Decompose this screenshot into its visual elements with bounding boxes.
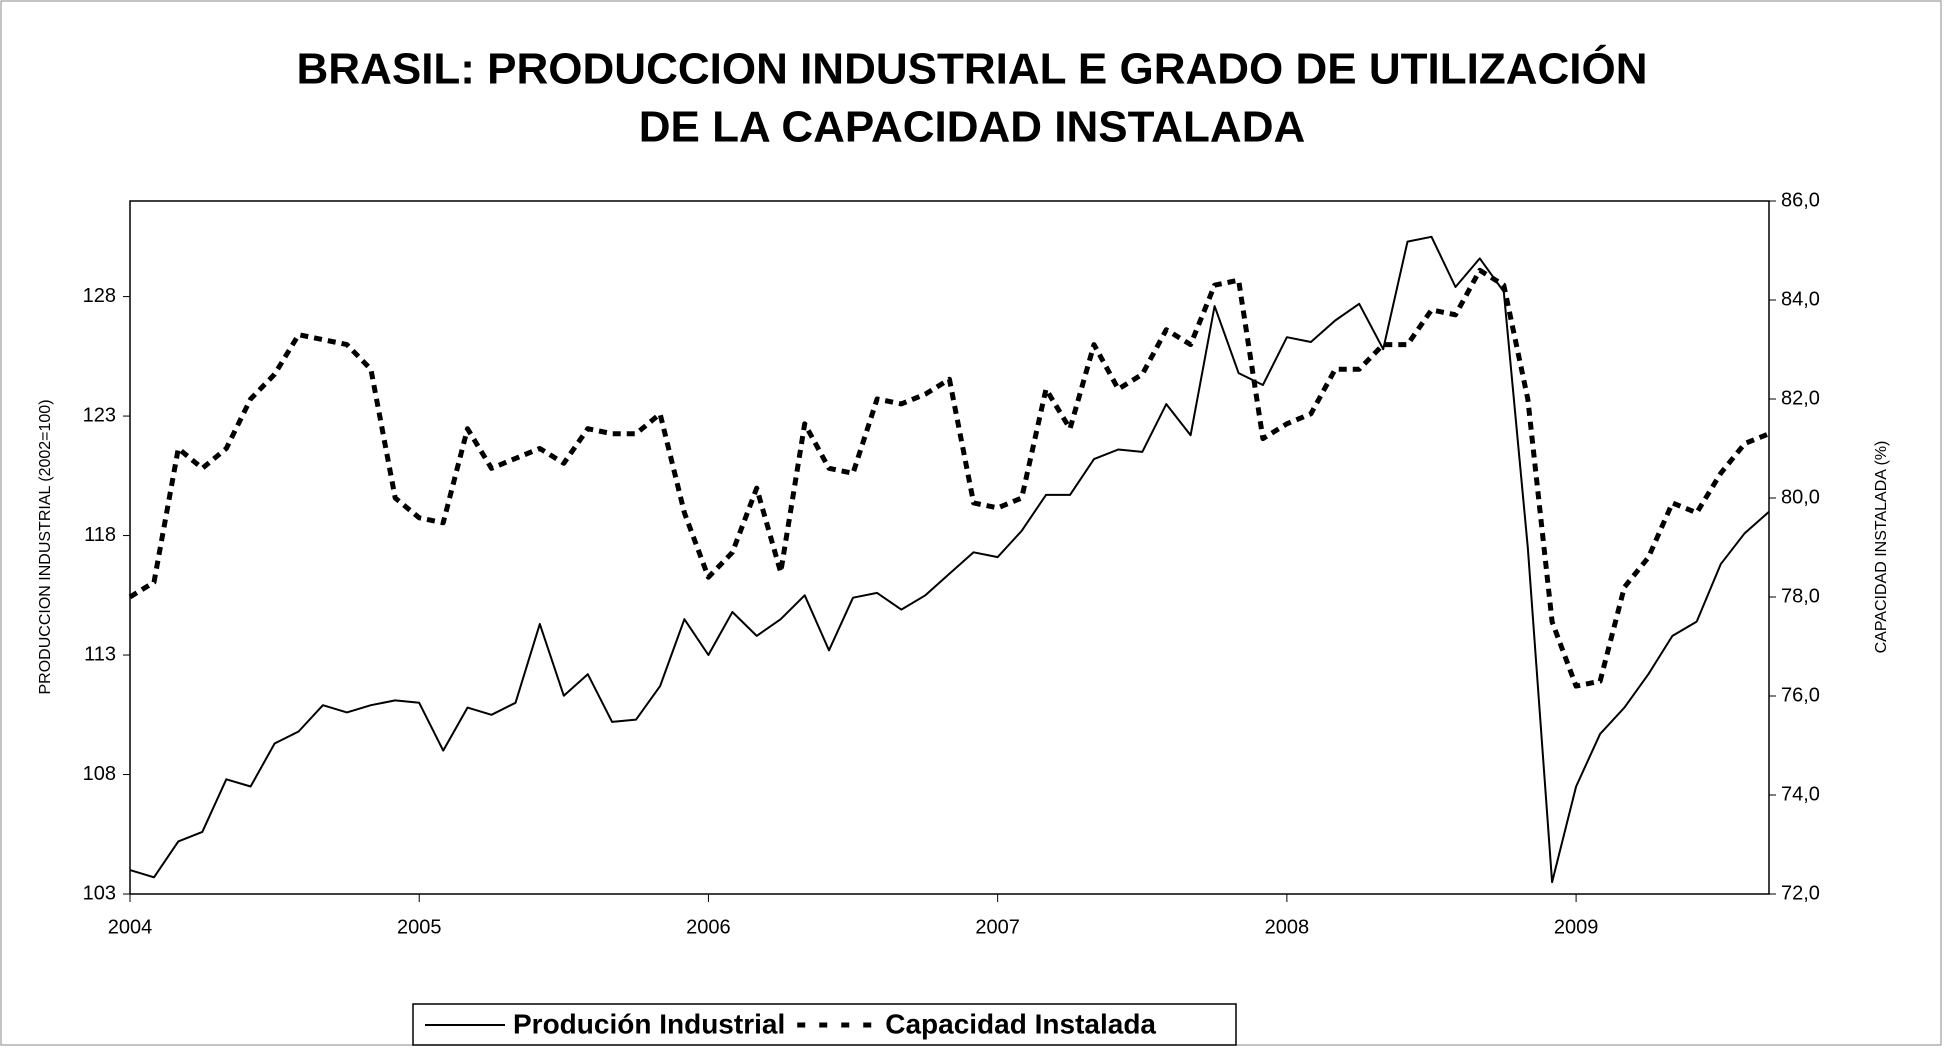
- x-tick-label: 2006: [686, 916, 731, 938]
- y2-tick-label: 80,0: [1781, 486, 1820, 508]
- y2-axis-label: CAPACIDAD INSTALADA (%): [1873, 441, 1890, 654]
- y2-tick-label: 84,0: [1781, 288, 1820, 310]
- series-line: [129, 235, 1770, 884]
- y2-tick-label: 74,0: [1781, 783, 1820, 805]
- y-tick-label: 128: [83, 285, 116, 307]
- y2-tick-label: 78,0: [1781, 585, 1820, 607]
- y-tick-label: 123: [83, 404, 116, 426]
- y2-tick-label: 82,0: [1781, 387, 1820, 409]
- x-tick-label: 2004: [108, 916, 153, 938]
- legend-label: Capacidad Instalada: [885, 1008, 1156, 1039]
- y2-tick-label: 86,0: [1781, 189, 1820, 211]
- y2-tick-label: 72,0: [1781, 882, 1820, 904]
- legend-label: Produción Industrial: [513, 1008, 785, 1039]
- x-tick-label: 2009: [1554, 916, 1599, 938]
- y-tick-label: 118: [84, 524, 116, 546]
- chart-title: DE LA CAPACIDAD INSTALADA: [639, 103, 1306, 152]
- y-tick-label: 113: [84, 643, 116, 665]
- x-tick-label: 2005: [397, 916, 442, 938]
- plot-area: [129, 200, 1770, 895]
- y-axis-label: PRODUCCION INDUSTRIAL (2002=100): [37, 399, 54, 694]
- x-tick-label: 2008: [1265, 916, 1310, 938]
- x-tick-label: 2007: [975, 916, 1020, 938]
- series-line: [128, 267, 1770, 689]
- y-tick-label: 108: [83, 763, 116, 785]
- chart-title: BRASIL: PRODUCCION INDUSTRIAL E GRADO DE…: [297, 44, 1648, 94]
- y-tick-label: 103: [83, 882, 116, 904]
- y2-tick-label: 76,0: [1781, 684, 1820, 706]
